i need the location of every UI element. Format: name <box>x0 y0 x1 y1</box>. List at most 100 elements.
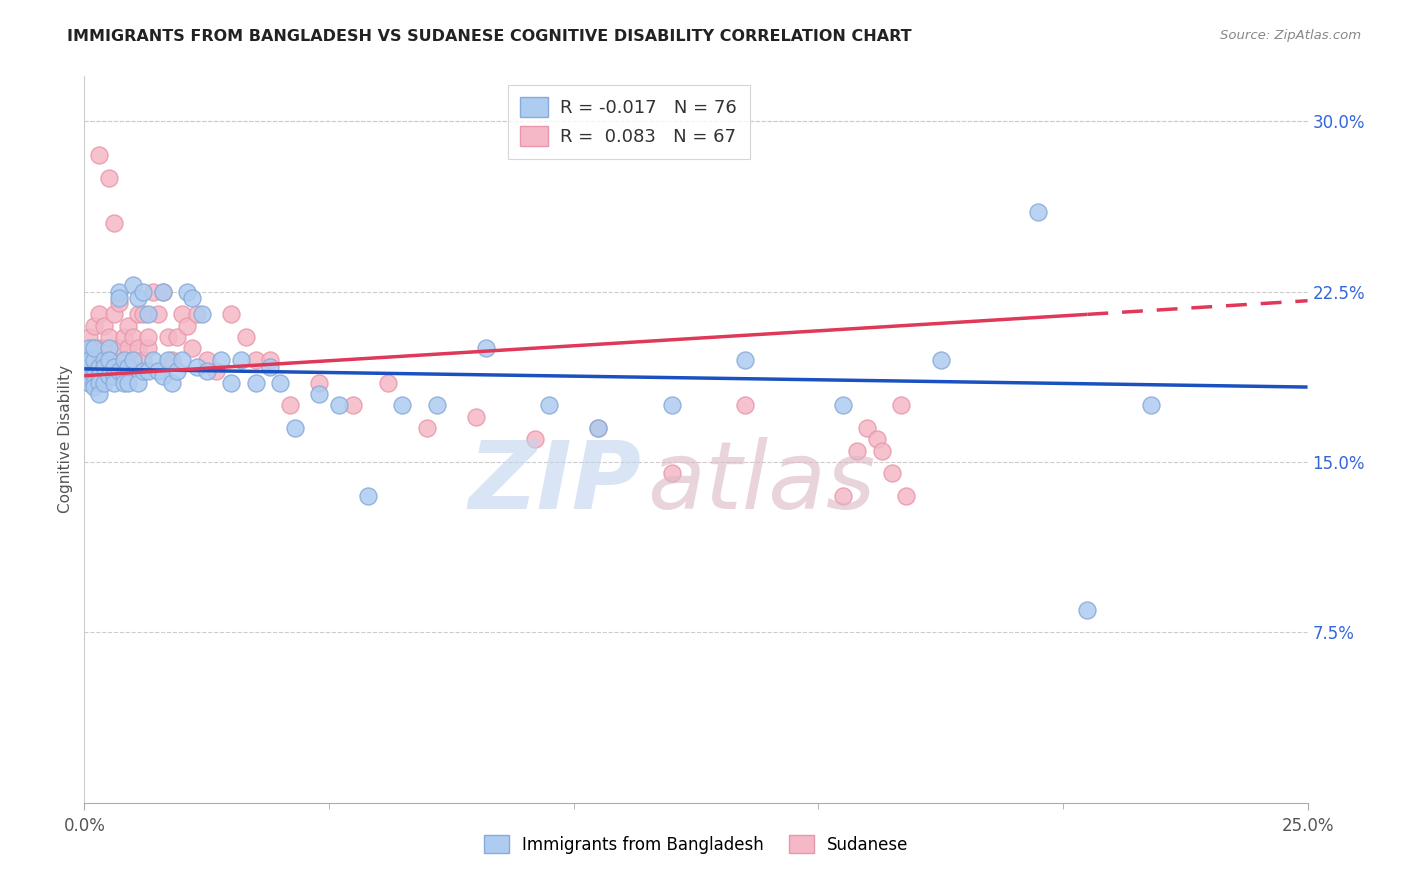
Y-axis label: Cognitive Disability: Cognitive Disability <box>58 365 73 514</box>
Point <box>136 307 159 321</box>
Point <box>77 330 100 344</box>
Point <box>93 318 115 333</box>
Point <box>103 217 125 231</box>
Point <box>87 359 110 374</box>
Point <box>166 364 188 378</box>
Point <box>97 330 120 344</box>
Point <box>87 368 110 383</box>
Point <box>1076 603 1098 617</box>
Point <box>117 359 139 374</box>
Point <box>162 376 184 390</box>
Point <box>734 352 756 367</box>
Point <box>77 342 100 356</box>
Point <box>142 285 165 299</box>
Point <box>93 342 115 356</box>
Point <box>181 342 204 356</box>
Point <box>103 376 125 390</box>
Point <box>103 368 125 383</box>
Point <box>328 398 350 412</box>
Point <box>97 342 120 356</box>
Point <box>586 421 609 435</box>
Point <box>83 380 105 394</box>
Point <box>156 330 179 344</box>
Point <box>181 292 204 306</box>
Point <box>127 307 149 321</box>
Point <box>186 307 208 321</box>
Point <box>83 368 105 383</box>
Point <box>77 376 100 390</box>
Point <box>870 443 893 458</box>
Point <box>87 387 110 401</box>
Point <box>284 421 307 435</box>
Point <box>308 387 330 401</box>
Point <box>464 409 486 424</box>
Point <box>377 376 399 390</box>
Point <box>209 352 232 367</box>
Point <box>195 364 218 378</box>
Point <box>103 359 125 374</box>
Point <box>77 364 100 378</box>
Point <box>122 330 145 344</box>
Point <box>661 467 683 481</box>
Point <box>132 285 155 299</box>
Point <box>152 368 174 383</box>
Point <box>245 352 267 367</box>
Point <box>146 364 169 378</box>
Point <box>146 307 169 321</box>
Point <box>112 352 135 367</box>
Point <box>122 352 145 367</box>
Text: atlas: atlas <box>647 437 876 528</box>
Point <box>87 376 110 390</box>
Point <box>112 330 135 344</box>
Point <box>846 443 869 458</box>
Point <box>866 432 889 446</box>
Point <box>416 421 439 435</box>
Point <box>127 376 149 390</box>
Point <box>205 364 228 378</box>
Point <box>77 352 100 367</box>
Point <box>107 364 129 378</box>
Point <box>87 148 110 162</box>
Point <box>474 342 496 356</box>
Point <box>142 352 165 367</box>
Point <box>107 296 129 310</box>
Point <box>308 376 330 390</box>
Point <box>127 292 149 306</box>
Point <box>136 330 159 344</box>
Point <box>152 285 174 299</box>
Point <box>1140 398 1163 412</box>
Point <box>586 421 609 435</box>
Point <box>259 359 281 374</box>
Legend: Immigrants from Bangladesh, Sudanese: Immigrants from Bangladesh, Sudanese <box>474 825 918 863</box>
Point <box>122 352 145 367</box>
Point <box>83 352 105 367</box>
Point <box>112 368 135 383</box>
Point <box>176 318 198 333</box>
Text: ZIP: ZIP <box>468 437 641 529</box>
Point <box>132 352 155 367</box>
Point <box>831 398 853 412</box>
Point <box>176 285 198 299</box>
Point <box>77 359 100 374</box>
Point <box>97 368 120 383</box>
Point <box>391 398 413 412</box>
Point <box>269 376 291 390</box>
Point <box>166 330 188 344</box>
Point <box>117 376 139 390</box>
Point <box>83 376 105 390</box>
Point <box>342 398 364 412</box>
Point <box>77 368 100 383</box>
Point <box>127 342 149 356</box>
Point <box>831 489 853 503</box>
Point <box>83 318 105 333</box>
Point <box>523 432 546 446</box>
Point <box>136 364 159 378</box>
Point <box>156 352 179 367</box>
Text: IMMIGRANTS FROM BANGLADESH VS SUDANESE COGNITIVE DISABILITY CORRELATION CHART: IMMIGRANTS FROM BANGLADESH VS SUDANESE C… <box>67 29 912 44</box>
Point <box>357 489 380 503</box>
Point <box>93 359 115 374</box>
Point <box>83 342 105 356</box>
Point <box>107 342 129 356</box>
Point <box>235 330 257 344</box>
Point <box>890 398 912 412</box>
